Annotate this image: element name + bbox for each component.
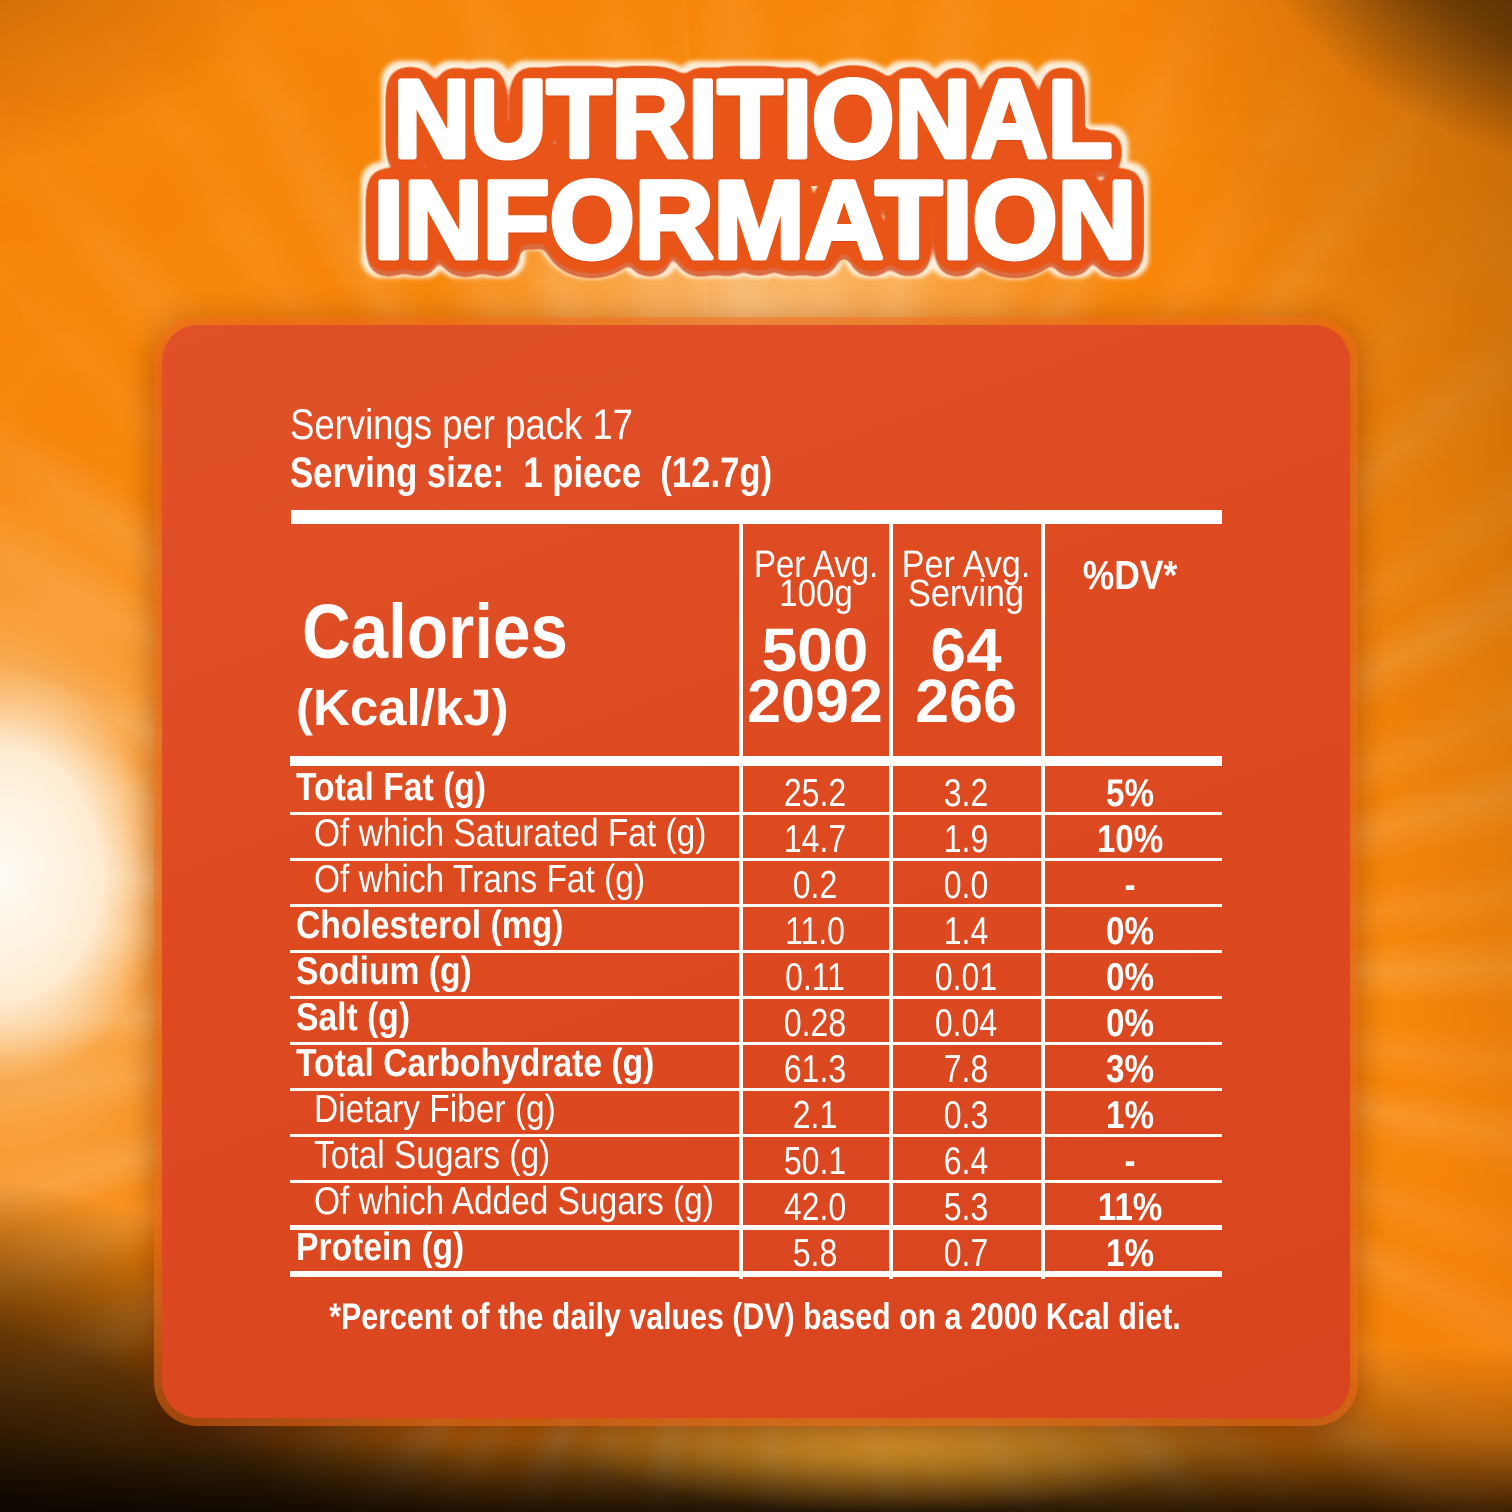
svg-text:INFORMATION: INFORMATION [374, 159, 1137, 282]
svg-text:NUTRITIONAL: NUTRITIONAL [394, 59, 1113, 182]
svg-text:NUTRITIONAL: NUTRITIONAL [394, 58, 1113, 181]
svg-text:INFORMATION: INFORMATION [374, 160, 1137, 283]
